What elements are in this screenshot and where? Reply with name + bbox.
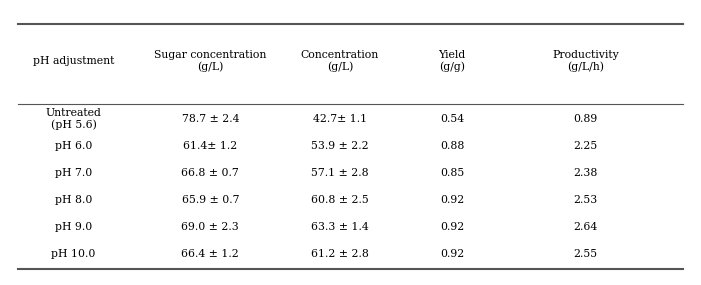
Text: pH 8.0: pH 8.0 [55,195,93,205]
Text: pH adjustment: pH adjustment [33,56,114,66]
Text: 0.92: 0.92 [440,249,464,259]
Text: Yield
(g/g): Yield (g/g) [439,50,465,72]
Text: 63.3 ± 1.4: 63.3 ± 1.4 [311,222,369,232]
Text: pH 6.0: pH 6.0 [55,141,93,151]
Text: 2.25: 2.25 [573,141,597,151]
Text: 2.38: 2.38 [573,168,597,178]
Text: 53.9 ± 2.2: 53.9 ± 2.2 [311,141,369,151]
Text: 60.8 ± 2.5: 60.8 ± 2.5 [311,195,369,205]
Text: Productivity
(g/L/h): Productivity (g/L/h) [552,50,619,72]
Text: 0.92: 0.92 [440,195,464,205]
Text: pH 10.0: pH 10.0 [51,249,96,259]
Text: 0.92: 0.92 [440,222,464,232]
Text: pH 9.0: pH 9.0 [55,222,93,232]
Text: 0.85: 0.85 [440,168,464,178]
Text: 0.54: 0.54 [440,114,464,124]
Text: 69.0 ± 2.3: 69.0 ± 2.3 [182,222,239,232]
Text: 61.4± 1.2: 61.4± 1.2 [183,141,238,151]
Text: Untreated
(pH 5.6): Untreated (pH 5.6) [46,108,102,130]
Text: 57.1 ± 2.8: 57.1 ± 2.8 [311,168,369,178]
Text: 0.88: 0.88 [440,141,464,151]
Text: pH 7.0: pH 7.0 [55,168,93,178]
Text: 2.64: 2.64 [573,222,597,232]
Text: 78.7 ± 2.4: 78.7 ± 2.4 [182,114,239,124]
Text: 65.9 ± 0.7: 65.9 ± 0.7 [182,195,239,205]
Text: Sugar concentration
(g/L): Sugar concentration (g/L) [154,50,266,72]
Text: 61.2 ± 2.8: 61.2 ± 2.8 [311,249,369,259]
Text: 2.53: 2.53 [573,195,597,205]
Text: Concentration
(g/L): Concentration (g/L) [301,50,379,72]
Text: 42.7± 1.1: 42.7± 1.1 [313,114,367,124]
Text: 2.55: 2.55 [573,249,597,259]
Text: 66.8 ± 0.7: 66.8 ± 0.7 [182,168,239,178]
Text: 66.4 ± 1.2: 66.4 ± 1.2 [182,249,239,259]
Text: 0.89: 0.89 [573,114,597,124]
